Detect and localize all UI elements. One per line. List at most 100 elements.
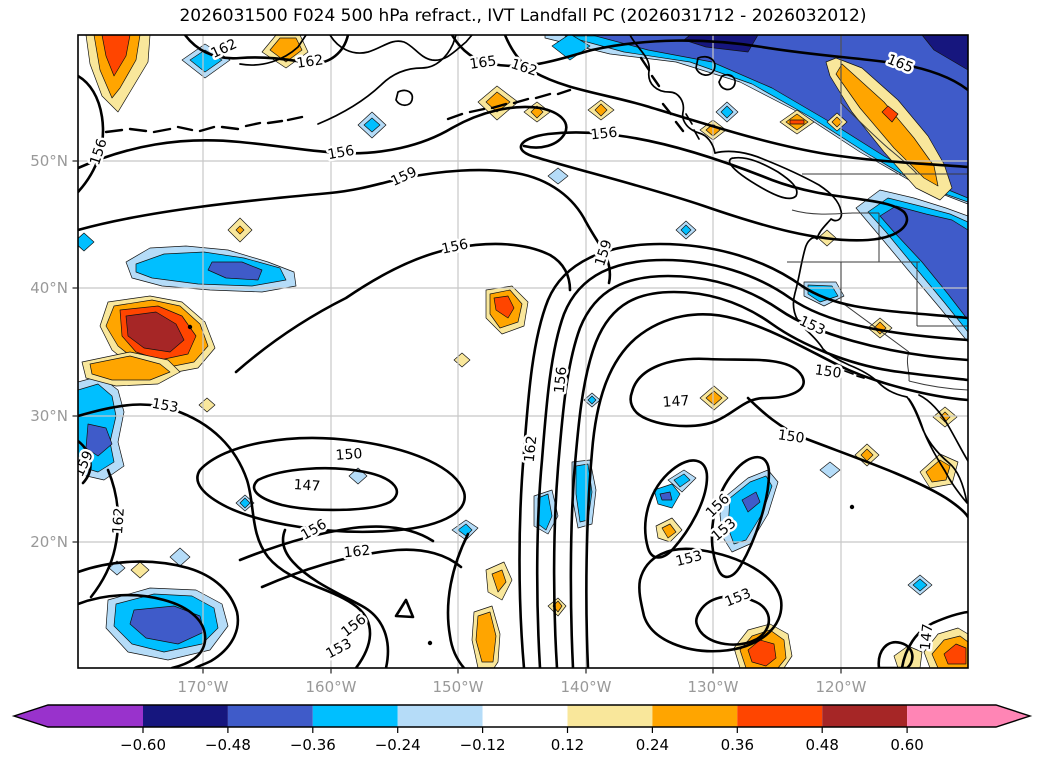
colorbar-extend-low [14,705,143,727]
contour-line [78,105,568,170]
coastline [317,35,457,125]
contour-line [535,258,968,668]
shaded-region [680,224,692,236]
island-mark [176,125,194,132]
colorbar-tick-label: 0.60 [890,736,923,754]
coastline [695,55,716,76]
contour-line [196,436,466,534]
contour-line [694,595,771,646]
contour-line [446,532,470,668]
shaded-region [594,103,608,117]
contour-label: 156 [87,137,111,167]
colorbar: −0.60 −0.48 −0.36 −0.24 −0.12 0.12 0.24 0.36 0.4… [11,704,1033,754]
shaded-region [587,395,597,405]
shaded-region [493,295,515,319]
shaded-region [741,491,761,513]
contour-label: 159 [389,164,420,190]
lon-tick-label: 140°W [561,678,612,696]
shaded-region [491,569,507,593]
shaded-region [129,605,205,645]
contour-line [238,525,435,562]
contour-line [78,74,105,194]
shaded-region [125,311,185,353]
colorbar-tick-label: −0.24 [375,736,421,754]
shaded-region [939,411,951,423]
shaded-region [101,35,131,77]
contour-line [629,357,805,428]
contour-label: 147 [293,477,321,495]
contour-label: 153 [674,548,704,570]
shaded-region [879,205,968,321]
coastline [844,370,854,375]
colorbar-segment [737,705,823,727]
shaded-region [912,578,928,592]
island-mark [266,119,284,125]
contour-line [503,35,968,169]
shaded-region [705,390,723,406]
lat-tick-label: 30°N [30,407,68,425]
island-mark [674,120,685,133]
contour-label: 165 [469,53,498,73]
shaded-region [169,547,191,567]
contour-line [450,35,968,92]
colorbar-outline [11,704,1033,728]
contour-label: 156 [552,366,571,394]
contour-label: 150 [335,446,363,464]
contour-line [281,528,390,668]
coastline [714,150,968,504]
contour-line [78,560,240,668]
shaded-region [363,117,381,133]
island-mark [556,88,572,96]
island-mark [639,56,651,72]
island-mark [650,74,661,88]
contour-label: 150 [814,362,843,382]
contour-label: 162 [509,56,539,79]
colorbar-tick-label: 0.12 [551,736,584,754]
shaded-region [591,35,968,199]
plot-frame [77,34,969,669]
contour-label: 156 [298,516,329,543]
island-mark [128,127,148,133]
shaded-region [235,225,245,235]
contour-label: 147 [918,623,937,651]
shaded-region [130,561,150,579]
contour-line [746,396,968,519]
island-mark [286,115,304,122]
lat-tick-label: 50°N [30,152,68,170]
shaded-region [475,611,497,663]
chart-title: 2026031500 F024 500 hPa refract., IVT La… [179,6,866,26]
shaded-region [921,35,968,71]
shaded-region [789,119,805,125]
contour-line [78,593,207,668]
coastline [629,35,716,154]
lon-tick-label: 120°W [816,678,867,696]
island-mark [446,112,464,121]
island-mark [198,125,216,133]
colorbar-segment [652,705,738,727]
state-border [840,262,910,353]
colorbar-segment [397,705,483,727]
contour-line [518,242,968,668]
shaded-region [239,497,251,509]
contour-label: 153 [150,396,179,416]
lat-tick-label: 40°N [30,279,68,297]
colorbar-segment [567,705,653,727]
island-mark [220,125,240,131]
contour-line [394,598,415,619]
island-mark [534,92,552,100]
shaded-region [207,261,263,281]
coastline [856,375,865,379]
contour-line [638,547,783,653]
contour-line [900,610,968,668]
shaded-region [78,232,95,252]
island-mark [152,127,172,134]
contour-line [260,548,463,589]
contour-label: 156 [590,125,618,144]
contour-line [89,468,120,599]
contour-line [644,459,709,559]
colorbar-tick-label: −0.48 [205,736,251,754]
contour-line [234,242,572,374]
colorbar-segment [482,705,568,727]
